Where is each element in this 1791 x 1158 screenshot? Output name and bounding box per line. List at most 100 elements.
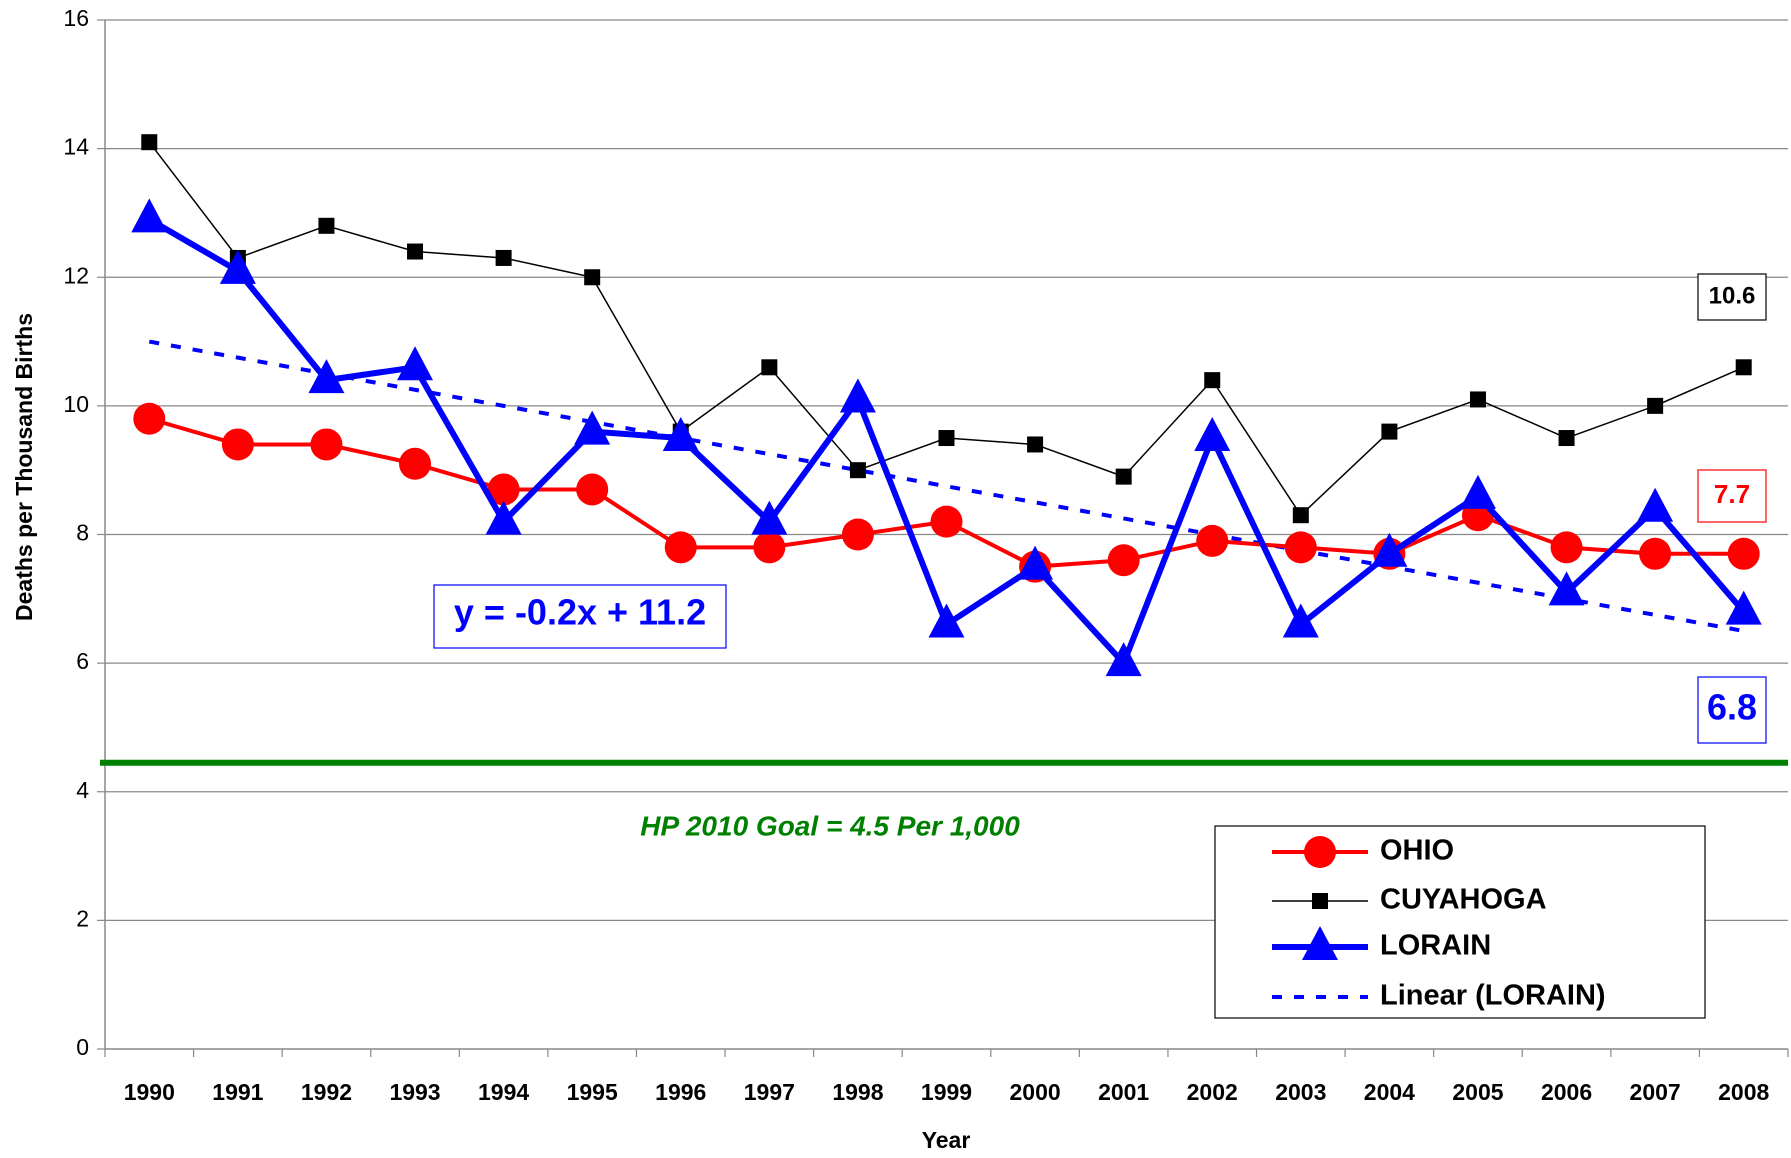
x-tick-label: 1997	[744, 1079, 795, 1105]
point	[751, 500, 788, 535]
point	[1381, 423, 1398, 440]
value-label: 7.7	[1714, 479, 1750, 509]
x-tick-label: 2000	[1009, 1079, 1060, 1105]
point	[1292, 507, 1309, 524]
point	[1469, 391, 1486, 408]
y-tick-label: 4	[76, 777, 89, 803]
point	[1647, 397, 1664, 414]
point	[1196, 524, 1229, 557]
x-tick-label: 2006	[1541, 1079, 1592, 1105]
legend-box	[1214, 825, 1706, 1019]
equation-box	[433, 584, 727, 649]
point	[310, 428, 343, 461]
point	[133, 402, 166, 435]
x-tick-label: 1996	[655, 1079, 706, 1105]
point	[219, 249, 256, 284]
point	[849, 462, 866, 479]
point	[841, 518, 874, 551]
value-label-box	[1697, 676, 1767, 744]
point	[141, 134, 158, 151]
value-label-box	[1697, 273, 1767, 321]
point	[1727, 537, 1760, 570]
y-tick-label: 8	[76, 520, 89, 546]
legend-label: CUYAHOGA	[1380, 884, 1547, 916]
point	[839, 378, 876, 413]
point	[1107, 544, 1140, 577]
y-tick-label: 2	[76, 905, 89, 931]
point	[487, 473, 520, 506]
point	[928, 603, 965, 638]
point	[576, 473, 609, 506]
point	[1105, 642, 1142, 677]
point	[1027, 436, 1044, 453]
x-tick-label: 2002	[1187, 1079, 1238, 1105]
x-tick-label: 2001	[1098, 1079, 1149, 1105]
point	[930, 505, 963, 538]
point	[574, 410, 611, 445]
series-line	[148, 339, 1745, 633]
x-tick-label: 1998	[832, 1079, 883, 1105]
y-tick-label: 16	[63, 5, 89, 31]
point	[485, 500, 522, 535]
y-axis-label: Deaths per Thousand Births	[11, 313, 37, 621]
value-label-box	[1697, 469, 1767, 523]
point	[407, 243, 424, 260]
legend-marker	[1304, 836, 1336, 868]
point	[1194, 417, 1231, 452]
point	[131, 198, 168, 233]
x-tick-label: 1990	[124, 1079, 175, 1105]
x-tick-label: 1999	[921, 1079, 972, 1105]
y-tick-label: 6	[76, 648, 89, 674]
point	[397, 346, 434, 381]
x-tick-label: 2003	[1275, 1079, 1326, 1105]
point	[1550, 531, 1583, 564]
x-tick-label: 1993	[389, 1079, 440, 1105]
legend-label: OHIO	[1380, 835, 1454, 867]
x-tick-label: 1994	[478, 1079, 529, 1105]
point	[664, 531, 697, 564]
x-tick-label: 1991	[212, 1079, 263, 1105]
point	[1282, 603, 1319, 638]
point	[1204, 372, 1221, 389]
point	[584, 269, 601, 286]
point	[1017, 545, 1054, 580]
point	[1115, 468, 1132, 485]
point	[1459, 474, 1496, 509]
point	[938, 430, 955, 447]
y-tick-label: 10	[63, 391, 89, 417]
point	[308, 359, 345, 394]
x-axis-label: Year	[922, 1127, 971, 1153]
x-tick-label: 2007	[1630, 1079, 1681, 1105]
point	[753, 531, 786, 564]
legend-label: Linear (LORAIN)	[1380, 980, 1606, 1012]
point	[1637, 487, 1674, 522]
x-tick-label: 2004	[1364, 1079, 1415, 1105]
point	[1725, 590, 1762, 625]
goal-label: HP 2010 Goal = 4.5 Per 1,000	[640, 810, 1020, 841]
point	[662, 417, 699, 452]
legend-marker	[1302, 926, 1338, 960]
point	[761, 359, 778, 376]
value-label: 6.8	[1707, 687, 1757, 728]
y-tick-label: 14	[63, 134, 89, 160]
value-label: 10.6	[1709, 282, 1756, 309]
legend-label: LORAIN	[1380, 930, 1491, 962]
x-tick-label: 2005	[1452, 1079, 1503, 1105]
point	[495, 249, 512, 266]
y-tick-label: 0	[76, 1034, 89, 1060]
point	[221, 428, 254, 461]
equation: y = -0.2x + 11.2	[454, 592, 706, 633]
point	[1371, 532, 1408, 567]
x-tick-label: 2008	[1718, 1079, 1769, 1105]
point	[1639, 537, 1672, 570]
legend-marker	[1312, 893, 1328, 909]
x-tick-label: 1995	[567, 1079, 618, 1105]
point	[1284, 531, 1317, 564]
point	[1735, 359, 1752, 376]
point	[318, 217, 335, 234]
y-tick-label: 12	[63, 262, 89, 288]
x-tick-label: 1992	[301, 1079, 352, 1105]
point	[1558, 430, 1575, 447]
